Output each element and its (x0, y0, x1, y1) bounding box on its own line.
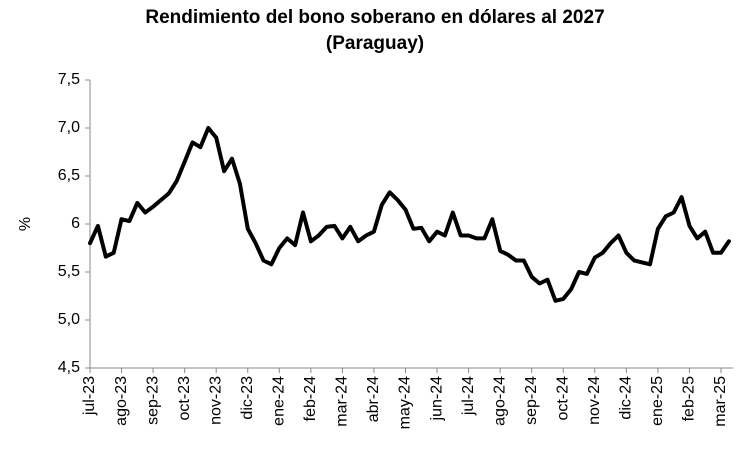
y-tick-label: 7,5 (58, 71, 80, 88)
x-tick-label: oct-23 (176, 376, 193, 421)
chart-title: Rendimiento del bono soberano en dólares… (145, 7, 604, 28)
y-tick-label: 4,5 (58, 359, 80, 376)
x-tick-label: nov-24 (586, 376, 603, 425)
x-tick-label: jul-23 (81, 376, 98, 416)
x-tick-label: nov-23 (207, 376, 224, 425)
x-tick-label: dic-24 (618, 376, 635, 420)
y-tick-label: 6 (71, 215, 80, 232)
line (88, 126, 731, 303)
x-tick-label: oct-24 (554, 376, 571, 421)
x-tick-label: ene-24 (271, 376, 288, 426)
x-tick-label: may-24 (397, 376, 414, 429)
x-tick-label: abr-24 (365, 376, 382, 422)
x-tick-label: ago-24 (491, 376, 508, 426)
y-tick-label: 7,0 (58, 119, 80, 136)
x-tick-label: sep-24 (523, 376, 540, 425)
x-tick-label: jun-24 (428, 376, 445, 422)
x-tick-label: sep-23 (144, 376, 161, 425)
y-axis-label: % (17, 217, 34, 231)
x-tick-label: dic-23 (239, 376, 256, 420)
x-tick-label: feb-24 (302, 376, 319, 421)
x-tick-label: feb-25 (681, 376, 698, 421)
x-tick-label: ago-23 (113, 376, 130, 426)
y-tick-label: 5,0 (58, 311, 80, 328)
x-tick-label: ene-25 (649, 376, 666, 426)
x-tick-label: mar-25 (712, 376, 729, 427)
y-tick-label: 6,5 (58, 167, 80, 184)
x-tick-label: mar-24 (334, 376, 351, 427)
chart-subtitle: (Paraguay) (326, 33, 424, 54)
x-tick-label: jul-24 (460, 376, 477, 416)
y-tick-label: 5,5 (58, 263, 80, 280)
